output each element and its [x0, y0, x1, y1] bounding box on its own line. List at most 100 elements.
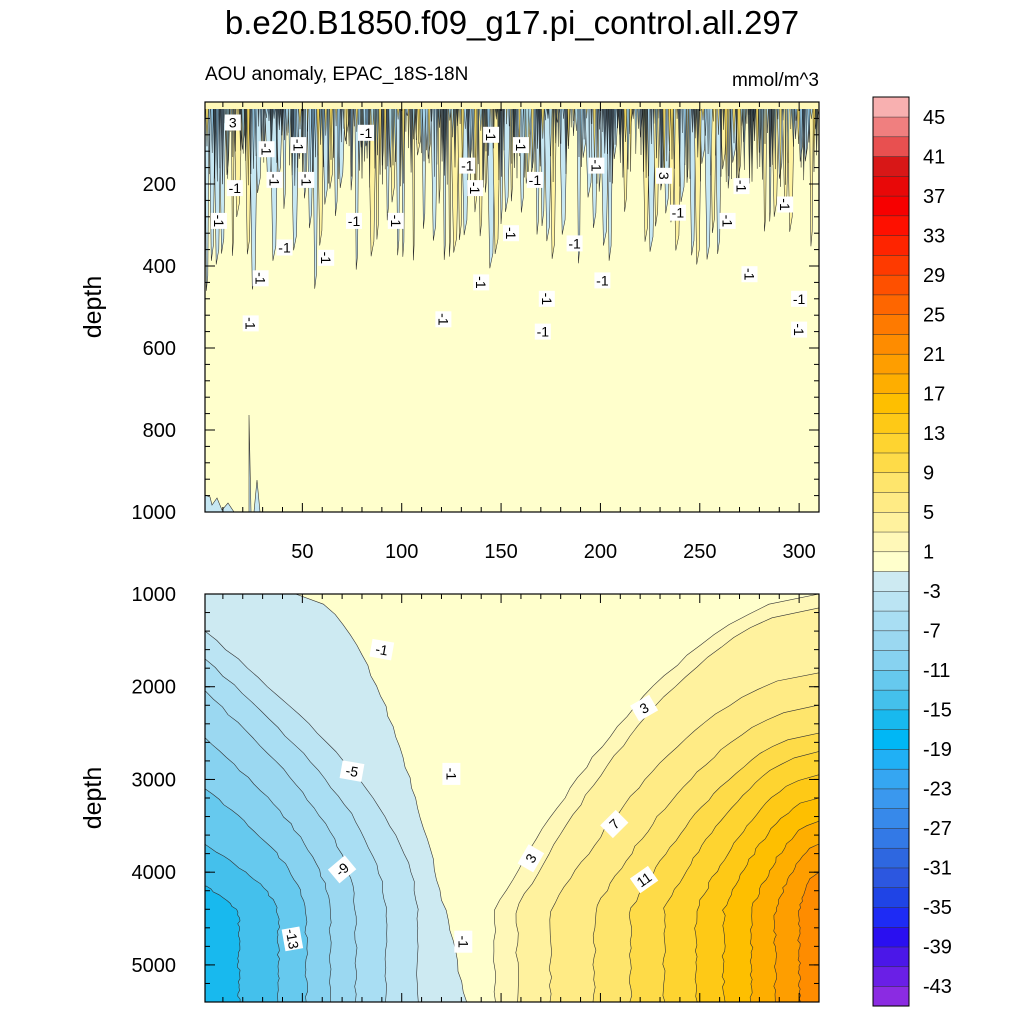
colorbar-label: 21	[923, 344, 945, 366]
lower-contour-label: 3	[517, 844, 545, 873]
x-tick-label: 200	[584, 541, 617, 563]
upper-contour-label-bg	[656, 167, 672, 184]
colorbar-frame	[872, 96, 910, 1007]
upper-contour-label-bg	[588, 157, 605, 174]
upper-contour-label-text: -1	[734, 180, 750, 193]
upper-contour-label: -1	[387, 212, 404, 229]
colorbar-segment	[872, 195, 910, 217]
upper-contour-label-text: 3	[229, 115, 237, 131]
upper-contour-label-bg	[594, 272, 611, 289]
y-tick-label: 200	[143, 174, 176, 196]
y-tick-label: 5000	[132, 955, 177, 977]
upper-contour-label: -1	[777, 196, 794, 213]
lower-contour-label-bg	[327, 855, 357, 884]
lower-axes: 1000 2000 3000 4000 5000	[132, 584, 820, 1003]
lower-contour-label: -1	[442, 762, 461, 785]
upper-contour-label-text: -1	[253, 272, 269, 285]
colorbar-segment	[872, 887, 910, 908]
upper-contour-label-bg	[318, 249, 335, 266]
upper-contour-label: -1	[318, 249, 335, 266]
colorbar-segment	[872, 966, 910, 987]
upper-contour-label-bg	[276, 239, 293, 256]
upper-contour-label: -1	[298, 171, 315, 188]
upper-contour-label-text: -1	[467, 182, 483, 195]
upper-contour-label-bg	[473, 274, 490, 291]
upper-contour-label-bg	[252, 270, 269, 287]
colorbar-segment	[872, 116, 910, 138]
subtitle-right: mmol/m^3	[732, 70, 819, 91]
upper-contour-label: -1	[242, 315, 259, 332]
colorbar-segment	[872, 294, 910, 315]
upper-contour-label-bg	[669, 204, 686, 221]
lower-contour-label-bg	[630, 694, 659, 722]
upper-contour-label-text: -1	[318, 252, 334, 265]
colorbar-segment	[872, 571, 910, 592]
upper-contour-label: -1	[290, 137, 307, 154]
colorbar-label: -11	[923, 660, 950, 682]
upper-contour-label-text: -1	[596, 272, 609, 288]
colorbar-segment	[872, 709, 910, 730]
colorbar-segment	[872, 768, 910, 790]
upper-contour-label-bg	[503, 225, 519, 242]
upper-contour-label-text: -1	[243, 317, 259, 330]
colorbar-label: 9	[923, 463, 934, 485]
lower-contour-label: -13	[281, 926, 304, 952]
colorbar-segment	[872, 452, 910, 474]
colorbar-label: -15	[923, 700, 952, 722]
upper-contour-label-text: -1	[720, 215, 736, 228]
upper-contour-label-bg	[512, 137, 529, 154]
upper-contour-label: -1	[566, 235, 583, 252]
upper-contour-label-bg	[387, 212, 404, 229]
colorbar-segment	[872, 630, 910, 651]
y-tick-label: 600	[143, 338, 176, 360]
upper-contour-label-text: -1	[529, 172, 542, 188]
upper-contour-label-bg	[459, 157, 476, 174]
upper-contour-label-bg	[777, 196, 794, 213]
lower-contour-label-bg	[454, 930, 473, 953]
upper-contour-label-text: -1	[435, 313, 451, 326]
upper-contour-label-bg	[242, 315, 259, 332]
colorbar-segment	[872, 590, 910, 612]
lower-contour-label-text: -1	[374, 641, 389, 659]
lower-ylabel: depth	[79, 767, 107, 830]
upper-contour-label-bg	[210, 212, 227, 229]
upper-contour-label: -1	[346, 212, 362, 229]
upper-contour-label: -1	[588, 157, 605, 174]
colorbar-segment	[872, 511, 910, 533]
x-tick-label: 50	[291, 541, 313, 563]
upper-surface-noise	[205, 102, 819, 188]
upper-contour-label-bg	[538, 290, 555, 307]
colorbar-label: 45	[923, 107, 945, 129]
upper-contour-label: -1	[594, 272, 611, 289]
colorbar-segment	[872, 669, 910, 691]
upper-contour-label-text: -1	[777, 198, 793, 211]
upper-contour-label: -1	[435, 311, 452, 328]
lower-contour-label-bg	[281, 926, 304, 952]
figure-title: b.e20.B1850.f09_g17.pi_control.all.297	[225, 4, 799, 41]
upper-contour-label-bg	[566, 235, 583, 252]
upper-contour-label-bg	[526, 171, 543, 188]
colorbar-label: -3	[923, 581, 941, 603]
upper-contour-label-bg	[435, 311, 452, 328]
colorbar-segment	[872, 867, 910, 888]
upper-contour-label: -1	[266, 171, 283, 188]
lower-pos-band	[797, 871, 819, 1002]
upper-contour-label-text: -1	[791, 323, 807, 336]
upper-contour-label-bg	[266, 171, 283, 188]
colorbar-segment	[872, 353, 910, 375]
upper-contour-label: -1	[483, 126, 500, 143]
upper-contour-label-bg	[298, 171, 315, 188]
upper-contour-label-text: -1	[539, 293, 555, 306]
upper-contour-labels: 3 -1 -1 -1 -1 -1 -1 -1 3 -1 -1 -1 -1 -1 -1 -1 -1 -1 -1 -1 -1…	[210, 114, 808, 340]
colorbar-segment	[872, 827, 910, 849]
upper-contour-label-text: -1	[267, 174, 283, 187]
upper-contour-label-text: -1	[793, 291, 806, 307]
upper-deep-spike	[248, 414, 252, 512]
upper-contour-label-text: -1	[461, 158, 474, 174]
upper-contour-label-text: -1	[503, 227, 519, 240]
colorbar-segment	[872, 393, 910, 414]
upper-contour-label-bg	[358, 124, 374, 141]
colorbar-label: -39	[923, 937, 952, 959]
upper-contour-label: -1	[226, 180, 243, 197]
colorbar-label: -19	[923, 739, 952, 761]
